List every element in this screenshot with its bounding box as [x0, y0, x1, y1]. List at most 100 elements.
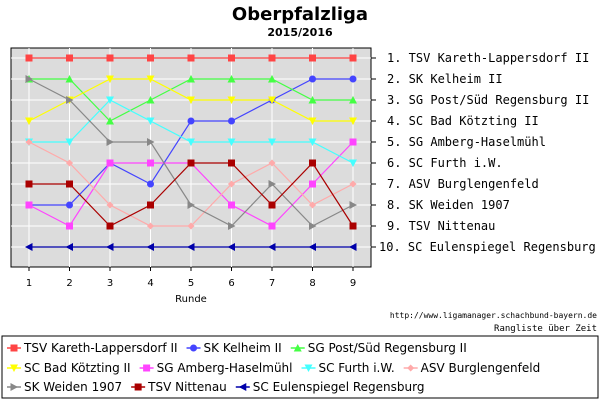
data-point: [227, 75, 236, 83]
chart-caption: Rangliste über Zeit: [494, 324, 597, 334]
legend-label: SC Eulenspiegel Regensburg: [253, 380, 425, 394]
legend-label: SK Kelheim II: [204, 341, 282, 355]
legend-label: TSV Nittenau: [147, 380, 227, 394]
data-point: [227, 138, 236, 146]
data-point: [106, 243, 114, 251]
data-point: [308, 96, 317, 104]
data-point: [228, 159, 235, 167]
x-tick-label: 1: [26, 278, 32, 289]
rank-label: 10. SC Eulenspiegel Regensburg: [379, 240, 596, 254]
data-point: [106, 138, 114, 146]
x-tick-label: 3: [107, 278, 113, 289]
legend-swatch-marker: [10, 383, 18, 391]
data-point: [268, 159, 276, 167]
series-8: [25, 75, 357, 230]
x-tick-label: 9: [350, 278, 356, 289]
data-point: [65, 243, 73, 251]
legend-item: SG Amberg-Haselmühl: [139, 361, 293, 375]
legend-swatch-marker: [190, 344, 198, 352]
data-point: [106, 159, 114, 167]
x-tick-label: 8: [309, 278, 315, 289]
data-point: [65, 75, 74, 83]
data-point: [268, 201, 276, 209]
data-point: [268, 180, 276, 188]
chart-subtitle: 2015/2016: [267, 26, 333, 39]
data-point: [65, 138, 74, 146]
data-point: [66, 222, 73, 230]
data-point: [106, 54, 114, 62]
rank-labels: 1. TSV Kareth-Lappersdorf II 2. SK Kelhei…: [371, 51, 596, 254]
rank-label: 2. SK Kelheim II: [387, 72, 503, 86]
legend-label: SC Furth i.W.: [319, 361, 395, 375]
data-point: [106, 222, 114, 230]
rank-label: 3. SG Post/Süd Regensburg II: [387, 93, 589, 107]
legend-box: [1, 335, 599, 399]
data-point: [308, 117, 317, 125]
legend-label: SK Weiden 1907: [24, 380, 122, 394]
data-point: [25, 138, 33, 146]
x-axis-ticks: 1 2 3 4 5 6 7 8 9: [26, 267, 356, 289]
data-point: [66, 54, 73, 62]
data-point: [66, 96, 74, 104]
data-point: [66, 201, 73, 209]
x-tick-label: 7: [269, 278, 275, 289]
legend-swatch-marker: [304, 364, 313, 372]
data-point: [106, 201, 114, 209]
data-point: [106, 75, 114, 83]
data-point: [66, 159, 73, 167]
data-point: [146, 243, 154, 251]
legend-swatch-marker: [134, 383, 142, 391]
data-point: [187, 117, 195, 125]
legend-swatch-marker: [293, 344, 302, 352]
data-point: [228, 222, 236, 230]
data-point: [268, 75, 276, 83]
x-tick-label: 2: [66, 278, 72, 289]
data-point: [309, 54, 316, 62]
data-point: [106, 117, 114, 125]
data-point: [349, 138, 357, 146]
data-point: [349, 180, 357, 188]
data-point: [25, 180, 33, 188]
data-point: [308, 243, 316, 251]
x-axis-label: Runde: [175, 294, 207, 305]
data-point: [146, 75, 155, 83]
data-point: [66, 180, 73, 188]
data-point: [147, 201, 154, 209]
legend-swatch-marker: [238, 383, 247, 391]
data-point: [268, 243, 276, 251]
rank-label: 7. ASV Burglengenfeld: [387, 177, 539, 191]
rank-label: 5. SG Amberg-Haselmühl: [387, 135, 546, 149]
data-point: [187, 159, 195, 167]
series-1: [25, 54, 357, 62]
legend-item: TSV Nittenau: [131, 380, 227, 394]
data-point: [349, 159, 357, 167]
data-point: [227, 243, 235, 251]
data-point: [309, 159, 316, 167]
data-point: [228, 117, 235, 125]
rank-label: 1. TSV Kareth-Lappersdorf II: [387, 51, 589, 65]
data-point: [147, 54, 154, 62]
data-point: [349, 222, 357, 230]
legend-item: ASV Burglengenfeld: [403, 361, 541, 375]
legend-item: SC Bad Kötzting II: [7, 361, 131, 375]
data-point: [308, 138, 317, 146]
series-10: [25, 243, 357, 251]
data-point: [147, 138, 155, 146]
legend-item: TSV Kareth-Lappersdorf II: [7, 341, 178, 355]
data-point: [349, 54, 357, 62]
series-lines: [25, 54, 357, 251]
data-point: [187, 222, 195, 230]
x-tick-label: 4: [147, 278, 153, 289]
legend-label: TSV Kareth-Lappersdorf II: [23, 341, 178, 355]
series-7: [25, 138, 357, 230]
source-url: http://www.ligamanager.schachbund-bayern…: [390, 311, 597, 320]
data-point: [187, 201, 195, 209]
data-point: [25, 243, 33, 251]
data-point: [228, 54, 235, 62]
data-point: [309, 180, 316, 188]
legend-label: ASV Burglengenfeld: [421, 361, 541, 375]
data-point: [309, 201, 316, 209]
legend-swatch-marker: [143, 364, 151, 372]
chart-title: Oberpfalzliga: [232, 4, 368, 25]
